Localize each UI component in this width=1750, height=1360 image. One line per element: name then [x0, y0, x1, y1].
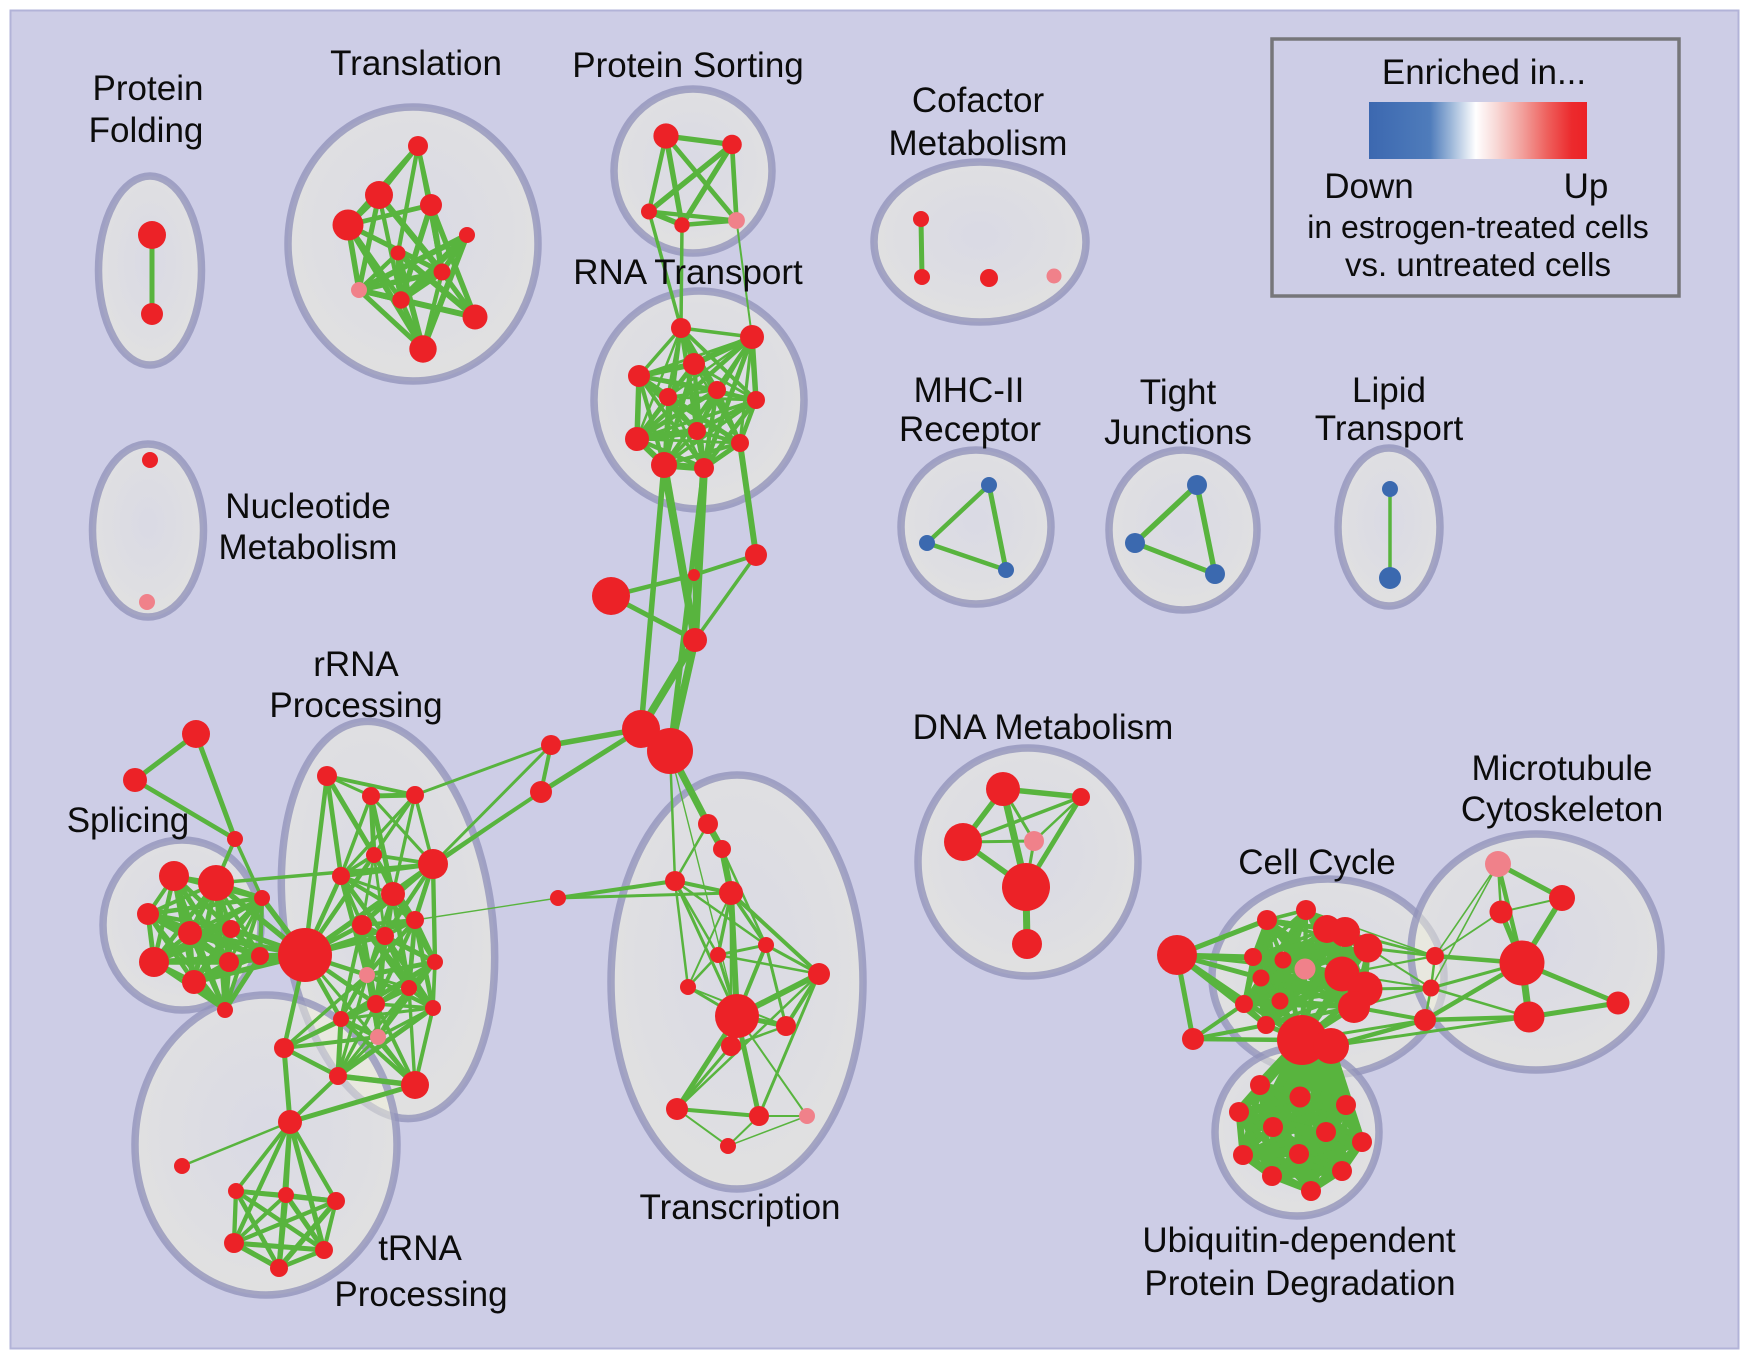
svg-text:Splicing: Splicing	[67, 801, 190, 840]
svg-text:Protein: Protein	[93, 69, 204, 108]
svg-text:MHC-II: MHC-II	[914, 371, 1025, 410]
svg-text:Ubiquitin-dependent: Ubiquitin-dependent	[1142, 1221, 1456, 1260]
svg-text:Junctions: Junctions	[1104, 413, 1252, 452]
svg-text:in estrogen-treated cells: in estrogen-treated cells	[1307, 209, 1649, 245]
svg-text:Cytoskeleton: Cytoskeleton	[1461, 790, 1663, 829]
svg-text:vs. untreated cells: vs. untreated cells	[1345, 246, 1611, 283]
svg-text:Processing: Processing	[269, 686, 442, 725]
svg-text:Cell Cycle: Cell Cycle	[1238, 843, 1396, 882]
svg-text:rRNA: rRNA	[313, 645, 399, 684]
svg-text:Processing: Processing	[334, 1275, 507, 1314]
svg-text:Microtubule: Microtubule	[1472, 749, 1653, 788]
svg-text:Metabolism: Metabolism	[219, 528, 398, 567]
svg-text:tRNA: tRNA	[378, 1229, 462, 1268]
svg-text:Enriched in...: Enriched in...	[1382, 53, 1586, 92]
svg-text:Tight: Tight	[1140, 373, 1217, 412]
svg-text:Transport: Transport	[1315, 409, 1464, 448]
svg-text:Protein Sorting: Protein Sorting	[572, 46, 804, 85]
svg-text:Lipid: Lipid	[1352, 371, 1426, 410]
svg-text:Down: Down	[1324, 167, 1413, 206]
svg-text:Nucleotide: Nucleotide	[225, 487, 390, 526]
svg-text:Folding: Folding	[89, 111, 204, 150]
svg-text:Metabolism: Metabolism	[889, 124, 1068, 163]
svg-text:RNA Transport: RNA Transport	[573, 253, 803, 292]
svg-text:DNA Metabolism: DNA Metabolism	[913, 708, 1174, 747]
svg-text:Cofactor: Cofactor	[912, 81, 1045, 120]
svg-text:Transcription: Transcription	[640, 1188, 841, 1227]
svg-text:Translation: Translation	[330, 44, 502, 83]
svg-text:Up: Up	[1564, 167, 1609, 206]
svg-text:Protein Degradation: Protein Degradation	[1144, 1264, 1455, 1303]
svg-text:Receptor: Receptor	[899, 410, 1041, 449]
